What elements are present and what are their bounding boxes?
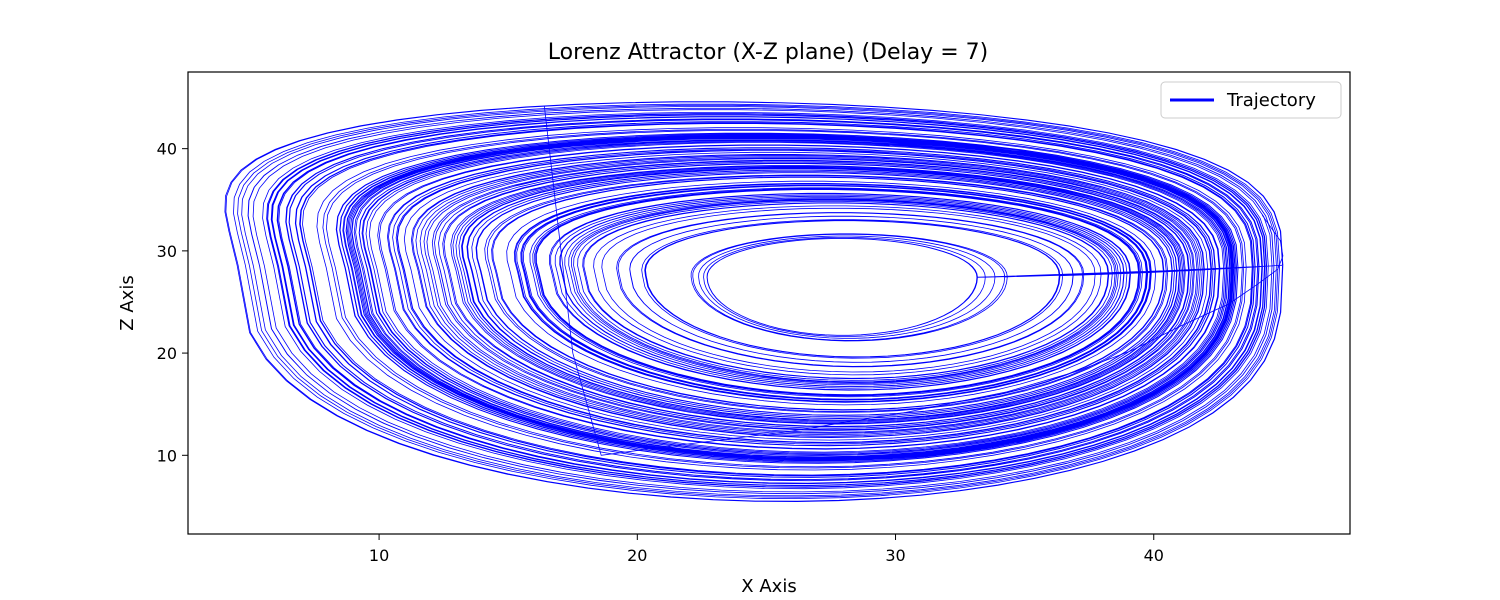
legend-label-trajectory: Trajectory xyxy=(1226,90,1316,111)
series-trajectory-transient xyxy=(543,105,1284,456)
legend-box xyxy=(1160,81,1342,119)
x-tick-label-30: 30 xyxy=(885,546,905,565)
x-tick-label-20: 20 xyxy=(627,546,647,565)
y-tick-label-20: 20 xyxy=(157,344,177,363)
chart-title: Lorenz Attractor (X-Z plane) (Delay = 7) xyxy=(548,40,988,65)
series-trajectory-line xyxy=(224,101,1284,503)
y-axis-label: Z Axis xyxy=(117,275,138,330)
plot-frame xyxy=(187,71,1351,535)
y-axis-ticks: 10 20 30 40 xyxy=(157,140,188,465)
y-tick-label-10: 10 xyxy=(157,446,177,465)
x-axis-label: X Axis xyxy=(741,576,796,597)
y-tick-label-40: 40 xyxy=(157,140,177,159)
legend: Trajectory xyxy=(1160,81,1342,119)
plot-data-layer xyxy=(224,101,1284,503)
x-axis-ticks: 10 20 30 40 xyxy=(369,534,1164,565)
y-tick-label-30: 30 xyxy=(157,242,177,261)
x-tick-label-40: 40 xyxy=(1144,546,1164,565)
x-tick-label-10: 10 xyxy=(369,546,389,565)
